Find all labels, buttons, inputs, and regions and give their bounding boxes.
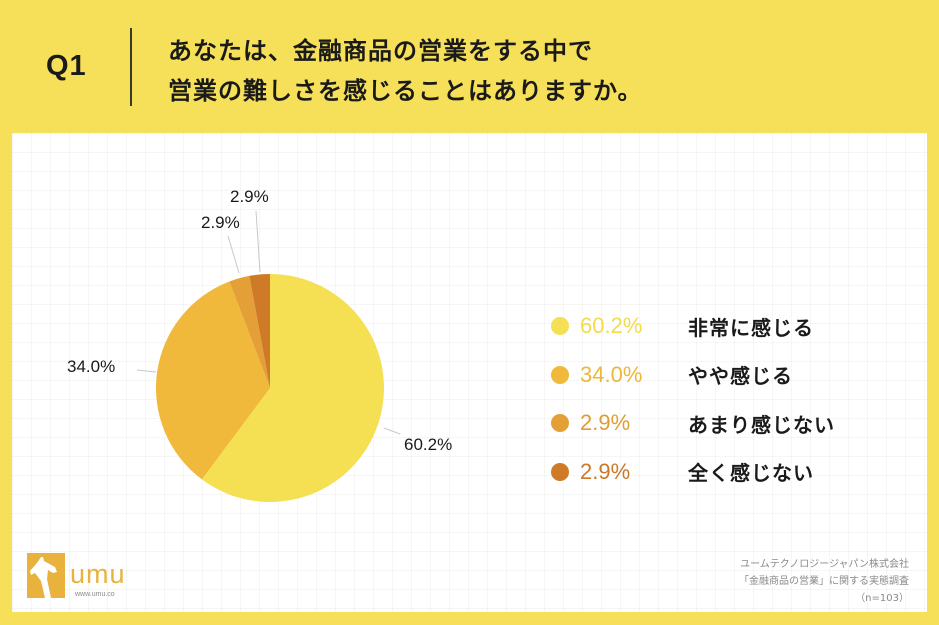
legend-pct: 2.9% — [580, 410, 631, 436]
leader-line-s1 — [383, 427, 401, 435]
legend-dot-icon — [551, 317, 569, 336]
legend-label: 非常に感じる — [688, 315, 814, 340]
legend-pct: 34.0% — [580, 361, 643, 387]
header-divider — [130, 28, 132, 106]
giraffe-logo-icon — [27, 553, 65, 598]
leader-line-s2 — [136, 369, 157, 373]
source-company: ユームテクノロジージャパン株式会社 — [740, 559, 909, 570]
question-title-line1: あなたは、金融商品の営業をする中で — [168, 37, 593, 65]
question-title-line2: 営業の難しさを感じることはありますか。 — [168, 77, 643, 105]
umu-logo: umu www.umu.co — [27, 553, 137, 603]
legend-pct: 2.9% — [580, 458, 631, 484]
source-sample-size: （n=103） — [855, 593, 909, 604]
leader-line-s3 — [227, 235, 240, 274]
legend-item-not-much: 2.9% あまり感じない — [551, 399, 835, 448]
chart-legend: 60.2% 非常に感じる 34.0% やや感じる 2.9% あまり感じない 2.… — [551, 302, 835, 496]
leader-line-s4 — [255, 210, 261, 273]
question-label: Q1 — [46, 50, 87, 82]
source-note: ユームテクノロジージャパン株式会社 「金融商品の営業」に関する実態調査 （n=1… — [739, 556, 909, 607]
legend-label: 全く感じない — [688, 461, 814, 486]
pie-label-not-at-all: 2.9% — [230, 187, 269, 206]
legend-dot-icon — [551, 414, 569, 433]
pie-label-not-much: 2.9% — [201, 213, 240, 232]
legend-pct: 60.2% — [580, 313, 643, 339]
logo-wordmark: umu — [70, 559, 126, 589]
legend-item-very: 60.2% 非常に感じる — [551, 302, 835, 351]
pie-label-very: 60.2% — [404, 435, 453, 454]
pie-slice-not-much — [229, 275, 270, 388]
source-survey: 「金融商品の営業」に関する実態調査 — [739, 576, 909, 587]
question-title: あなたは、金融商品の営業をする中で 営業の難しさを感じることはありますか。 — [168, 31, 643, 111]
pie-slice-somewhat — [156, 281, 270, 480]
legend-label: やや感じる — [688, 364, 793, 389]
legend-item-somewhat: 34.0% やや感じる — [551, 351, 835, 400]
legend-dot-icon — [551, 462, 569, 481]
legend-label: あまり感じない — [688, 412, 835, 437]
pie-label-somewhat: 34.0% — [67, 357, 116, 376]
legend-item-not-at-all: 2.9% 全く感じない — [551, 448, 835, 497]
legend-dot-icon — [551, 365, 569, 384]
pie-slice-very — [201, 274, 384, 503]
logo-url: www.umu.co — [75, 591, 115, 598]
pie-slice-not-at-all — [249, 274, 270, 388]
